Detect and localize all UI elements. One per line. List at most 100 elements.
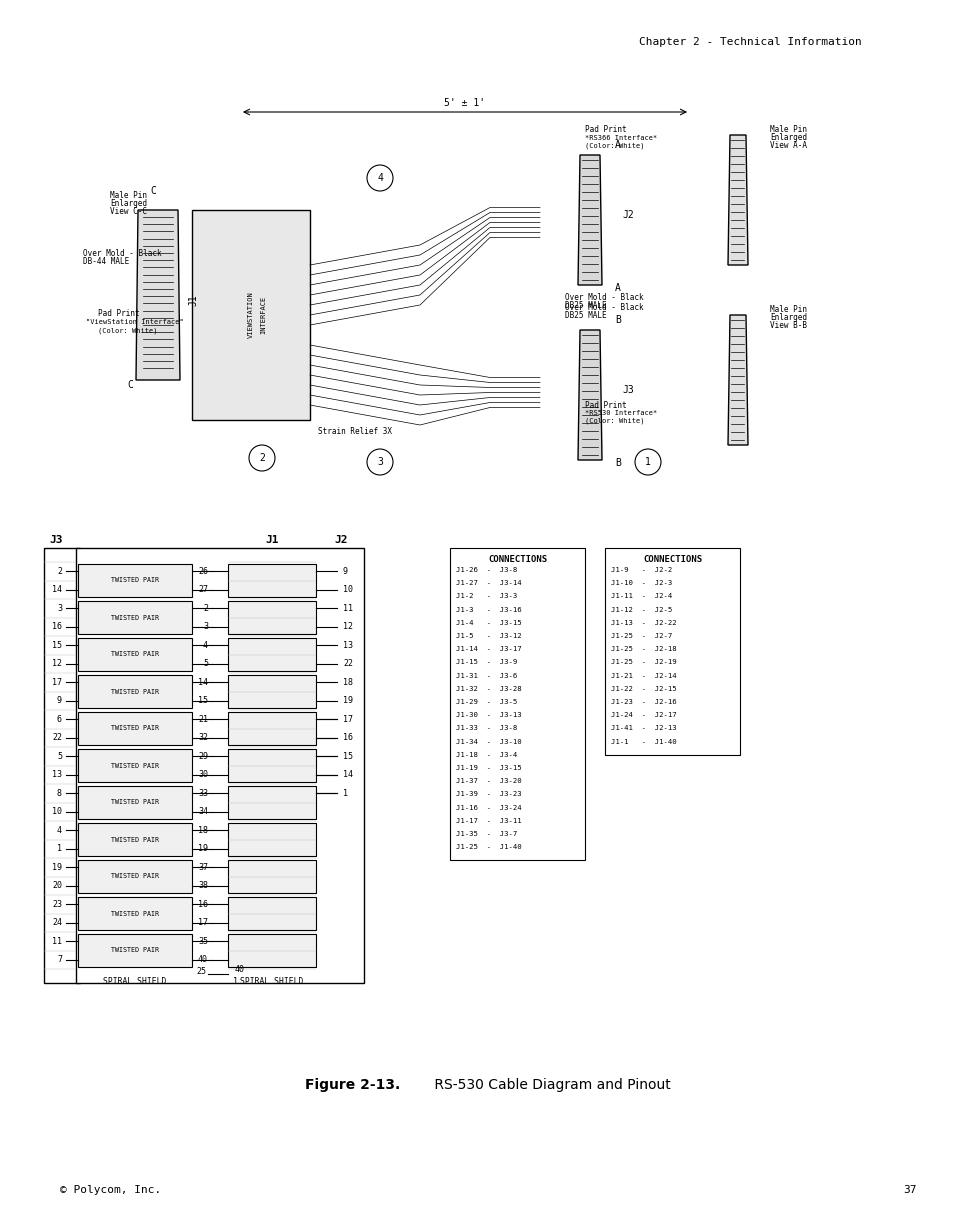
Text: 2: 2 bbox=[259, 453, 265, 463]
Text: Pad Print: Pad Print bbox=[584, 400, 626, 410]
Text: Pad Print: Pad Print bbox=[98, 308, 139, 318]
Text: 1: 1 bbox=[57, 844, 62, 853]
Text: *RS530 Interface*: *RS530 Interface* bbox=[584, 410, 657, 416]
Text: TWISTED PAIR: TWISTED PAIR bbox=[111, 874, 159, 880]
Text: TWISTED PAIR: TWISTED PAIR bbox=[111, 615, 159, 621]
Text: 24: 24 bbox=[52, 918, 62, 928]
Text: J2: J2 bbox=[621, 210, 633, 220]
Text: 9: 9 bbox=[343, 567, 348, 575]
Text: Over Mold - Black: Over Mold - Black bbox=[564, 293, 643, 303]
Text: 14: 14 bbox=[198, 677, 208, 687]
Bar bbox=[228, 638, 315, 671]
Text: © Polycom, Inc.: © Polycom, Inc. bbox=[60, 1185, 161, 1195]
Text: 3: 3 bbox=[57, 604, 62, 612]
Text: B: B bbox=[615, 315, 620, 325]
Text: J1-34  -  J3-10: J1-34 - J3-10 bbox=[456, 739, 521, 745]
Text: 33: 33 bbox=[198, 789, 208, 798]
Text: 35: 35 bbox=[198, 936, 208, 946]
Text: J1-27  -  J3-14: J1-27 - J3-14 bbox=[456, 580, 521, 587]
Text: 17: 17 bbox=[343, 715, 353, 724]
Bar bbox=[78, 638, 192, 671]
Text: J1-39  -  J3-23: J1-39 - J3-23 bbox=[456, 791, 521, 798]
Text: J1-1   -  J1-40: J1-1 - J1-40 bbox=[610, 739, 676, 745]
Text: Figure 2-13.: Figure 2-13. bbox=[305, 1079, 400, 1092]
Circle shape bbox=[249, 445, 274, 471]
Text: 14: 14 bbox=[343, 771, 353, 779]
Polygon shape bbox=[136, 210, 180, 380]
Text: J1-14  -  J3-17: J1-14 - J3-17 bbox=[456, 647, 521, 653]
Text: J1-25  -  J2-19: J1-25 - J2-19 bbox=[610, 659, 676, 665]
Text: View B-B: View B-B bbox=[769, 321, 806, 330]
Text: 37: 37 bbox=[198, 863, 208, 871]
Text: J1-24  -  J2-17: J1-24 - J2-17 bbox=[610, 712, 676, 718]
Text: 19: 19 bbox=[343, 696, 353, 706]
Text: TWISTED PAIR: TWISTED PAIR bbox=[111, 947, 159, 953]
Text: J1-3   -  J3-16: J1-3 - J3-16 bbox=[456, 606, 521, 612]
Bar bbox=[78, 860, 192, 893]
Text: J1-16  -  J3-24: J1-16 - J3-24 bbox=[456, 805, 521, 811]
Text: (Color: White): (Color: White) bbox=[584, 417, 644, 425]
Text: 4: 4 bbox=[376, 173, 382, 183]
Text: 37: 37 bbox=[902, 1185, 916, 1195]
Text: 22: 22 bbox=[52, 734, 62, 742]
Text: RS-530 Cable Diagram and Pinout: RS-530 Cable Diagram and Pinout bbox=[430, 1079, 670, 1092]
Text: DB25 MALE: DB25 MALE bbox=[564, 310, 606, 319]
Text: J1-18  -  J3-4: J1-18 - J3-4 bbox=[456, 752, 517, 758]
Text: J1-13  -  J2-22: J1-13 - J2-22 bbox=[610, 620, 676, 626]
Text: 10: 10 bbox=[52, 807, 62, 816]
Text: SPIRAL SHIELD: SPIRAL SHIELD bbox=[240, 978, 303, 987]
Text: 40: 40 bbox=[234, 966, 245, 974]
Text: J1-31  -  J3-6: J1-31 - J3-6 bbox=[456, 672, 517, 679]
Text: TWISTED PAIR: TWISTED PAIR bbox=[111, 910, 159, 917]
Text: J1-32  -  J3-28: J1-32 - J3-28 bbox=[456, 686, 521, 692]
Text: J1-25  -  J2-18: J1-25 - J2-18 bbox=[610, 647, 676, 653]
Text: *RS366 Interface*: *RS366 Interface* bbox=[584, 135, 657, 141]
Polygon shape bbox=[727, 135, 747, 265]
Text: 11: 11 bbox=[343, 604, 353, 612]
Circle shape bbox=[367, 449, 393, 475]
Text: VIEWSTATION: VIEWSTATION bbox=[248, 292, 253, 339]
Text: Over Mold - Black: Over Mold - Black bbox=[83, 249, 161, 258]
Text: 8: 8 bbox=[57, 789, 62, 798]
Text: Enlarged: Enlarged bbox=[769, 134, 806, 142]
Text: J1-17  -  J3-11: J1-17 - J3-11 bbox=[456, 818, 521, 823]
Polygon shape bbox=[727, 315, 747, 445]
Text: 34: 34 bbox=[198, 807, 208, 816]
Bar bbox=[228, 564, 315, 598]
Text: J1: J1 bbox=[188, 294, 198, 306]
Text: Enlarged: Enlarged bbox=[110, 199, 147, 207]
Text: J1-30  -  J3-13: J1-30 - J3-13 bbox=[456, 712, 521, 718]
Bar bbox=[78, 675, 192, 708]
Text: 13: 13 bbox=[343, 640, 353, 650]
Text: "ViewStation Interface": "ViewStation Interface" bbox=[86, 319, 184, 325]
Text: 10: 10 bbox=[343, 585, 353, 594]
Text: 40: 40 bbox=[198, 956, 208, 964]
Text: 12: 12 bbox=[52, 659, 62, 669]
Bar bbox=[78, 934, 192, 967]
Bar bbox=[78, 897, 192, 930]
Text: J1-5   -  J3-12: J1-5 - J3-12 bbox=[456, 633, 521, 639]
Text: 19: 19 bbox=[198, 844, 208, 853]
Text: J1-2   -  J3-3: J1-2 - J3-3 bbox=[456, 594, 517, 600]
Text: 2: 2 bbox=[57, 567, 62, 575]
Text: 13: 13 bbox=[52, 771, 62, 779]
Text: TWISTED PAIR: TWISTED PAIR bbox=[111, 800, 159, 805]
Text: View A-A: View A-A bbox=[769, 141, 806, 151]
Text: 14: 14 bbox=[52, 585, 62, 594]
Circle shape bbox=[635, 449, 660, 475]
Text: 17: 17 bbox=[52, 677, 62, 687]
Text: 12: 12 bbox=[343, 622, 353, 631]
Bar bbox=[228, 601, 315, 634]
Text: 1: 1 bbox=[644, 456, 650, 467]
Bar bbox=[228, 712, 315, 745]
Text: J1-12  -  J2-5: J1-12 - J2-5 bbox=[610, 606, 672, 612]
Text: DB25 MALE: DB25 MALE bbox=[564, 302, 606, 310]
Text: A: A bbox=[615, 283, 620, 293]
Text: J1-33  -  J3-8: J1-33 - J3-8 bbox=[456, 725, 517, 731]
Text: SPIRAL SHIELD: SPIRAL SHIELD bbox=[103, 978, 167, 987]
Bar bbox=[604, 548, 740, 755]
Text: 7: 7 bbox=[57, 956, 62, 964]
Text: J1-11  -  J2-4: J1-11 - J2-4 bbox=[610, 594, 672, 600]
Bar bbox=[228, 787, 315, 818]
Text: J1: J1 bbox=[265, 535, 278, 545]
